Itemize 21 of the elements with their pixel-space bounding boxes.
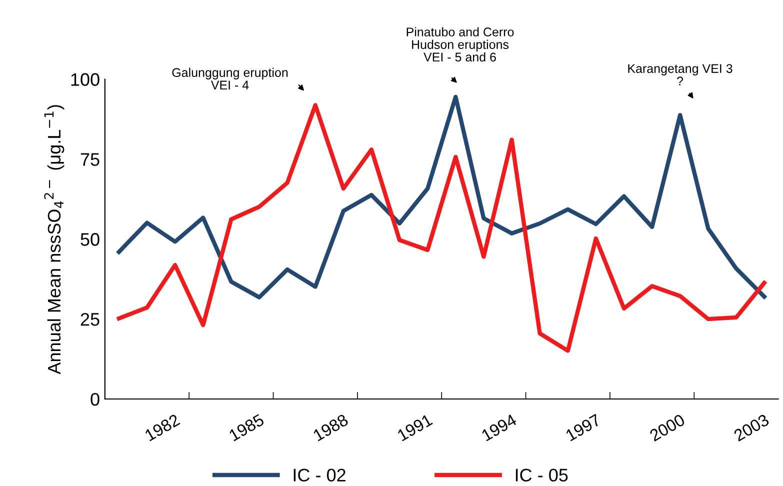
line-series (116, 103, 766, 353)
x-tick-label: 1991 (396, 414, 434, 442)
y-tick-label: 25 (80, 312, 100, 326)
x-tick-label: 1988 (312, 414, 349, 442)
legend-label: IC - 02 (294, 468, 346, 482)
x-tick-label: 1994 (480, 414, 518, 442)
y-tick-label: 75 (80, 153, 100, 166)
x-tick-label: 2000 (648, 414, 686, 442)
annotation: Galunggung eruption VEI - 4 (172, 68, 288, 90)
legend-label: IC - 05 (516, 468, 568, 482)
x-tick-label: 2003 (733, 414, 770, 442)
x-tick-label: 1985 (228, 414, 265, 442)
y-tick-label: 100 (71, 73, 100, 86)
x-tick-label: 1997 (565, 414, 602, 442)
text: Pinatubo and Cerro Hudson eruptions VEI - 5 and 6 (406, 27, 514, 62)
y-axis-title: Annual Mean nssSO$_{4}$$^{2−}$ (μg.L$^{−1}$) (44, 105, 64, 374)
y-tick-label: 50 (80, 233, 100, 246)
x-tick-label: 1982 (144, 414, 180, 442)
line-series (116, 94, 766, 300)
y-tick-label: 0 (90, 392, 100, 406)
annotation: Karangetang VEI 3 ? (628, 64, 732, 86)
